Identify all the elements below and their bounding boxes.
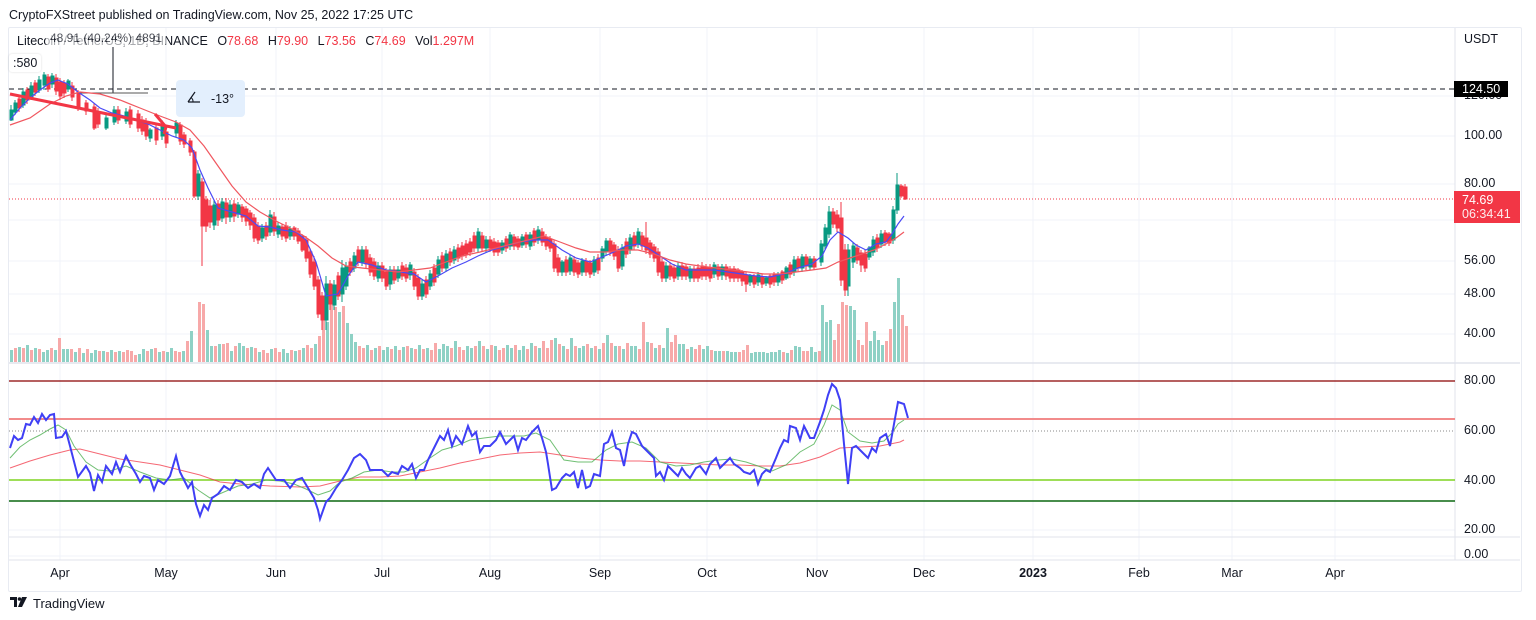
ma-slow-line	[9, 91, 905, 275]
partial-price-label: :580	[9, 54, 42, 72]
currency-label: USDT	[1464, 32, 1499, 46]
angle-icon	[187, 91, 201, 106]
bar-countdown: 06:34:41	[1462, 207, 1511, 221]
time-label: Dec	[912, 566, 936, 580]
time-label: Sep	[588, 566, 612, 580]
close-value: 74.69	[374, 34, 406, 48]
published-header: CryptoFXStreet published on TradingView.…	[9, 8, 414, 22]
price-tick: 56.00	[1464, 253, 1496, 267]
time-label-year: 2023	[1019, 566, 1047, 580]
volume-value: 1.297M	[432, 34, 475, 48]
time-label: Mar	[1221, 566, 1243, 580]
rsi-ma-line	[9, 404, 905, 499]
tradingview-brand-text: TradingView	[33, 596, 105, 611]
time-label: Oct	[697, 566, 717, 580]
chart-frame	[8, 27, 1522, 592]
trendline-drawing[interactable]	[9, 92, 177, 130]
rsi-slow-ma-line	[9, 439, 905, 488]
rsi-tick: 60.00	[1464, 423, 1496, 437]
price-tick: 40.00	[1464, 326, 1496, 340]
candlesticks	[9, 72, 908, 330]
price-tick: 100.00	[1464, 128, 1503, 142]
arrow-drawing[interactable]	[153, 113, 168, 135]
last-price-tag: 74.69 06:34:41	[1454, 191, 1520, 223]
trend-angle-label[interactable]: -13°	[176, 80, 245, 117]
time-label: Aug	[478, 566, 502, 580]
rsi-tick: 0.00	[1464, 547, 1489, 561]
tradingview-logo-icon	[10, 596, 28, 611]
price-tick: 80.00	[1464, 176, 1496, 190]
level-price-tag: 124.50	[1454, 81, 1509, 97]
last-price-value: 74.69	[1462, 193, 1494, 207]
time-label: Nov	[805, 566, 829, 580]
high-value: 79.90	[276, 34, 309, 48]
rsi-line	[9, 382, 909, 523]
ruler-measure-label[interactable]: 48.91 (40.24%) 4891	[46, 30, 167, 46]
volume-bars	[10, 278, 908, 362]
rsi-tick: 20.00	[1464, 522, 1496, 536]
open-value: 78.68	[227, 34, 259, 48]
time-label: Jul	[374, 566, 390, 580]
ma-fast-line	[9, 79, 905, 297]
low-value: 73.56	[324, 34, 356, 48]
angle-value: -13°	[210, 91, 235, 106]
price-tick: 48.00	[1464, 286, 1496, 300]
time-label: May	[154, 566, 178, 580]
time-label: Apr	[1325, 566, 1345, 580]
rsi-tick: 40.00	[1464, 473, 1496, 487]
horizontal-grid	[9, 95, 1455, 557]
time-label: Jun	[265, 566, 287, 580]
time-label: Feb	[1128, 566, 1150, 580]
time-label: Apr	[50, 566, 70, 580]
tradingview-brand[interactable]: TradingView	[10, 596, 105, 611]
rsi-tick: 80.00	[1464, 373, 1496, 387]
